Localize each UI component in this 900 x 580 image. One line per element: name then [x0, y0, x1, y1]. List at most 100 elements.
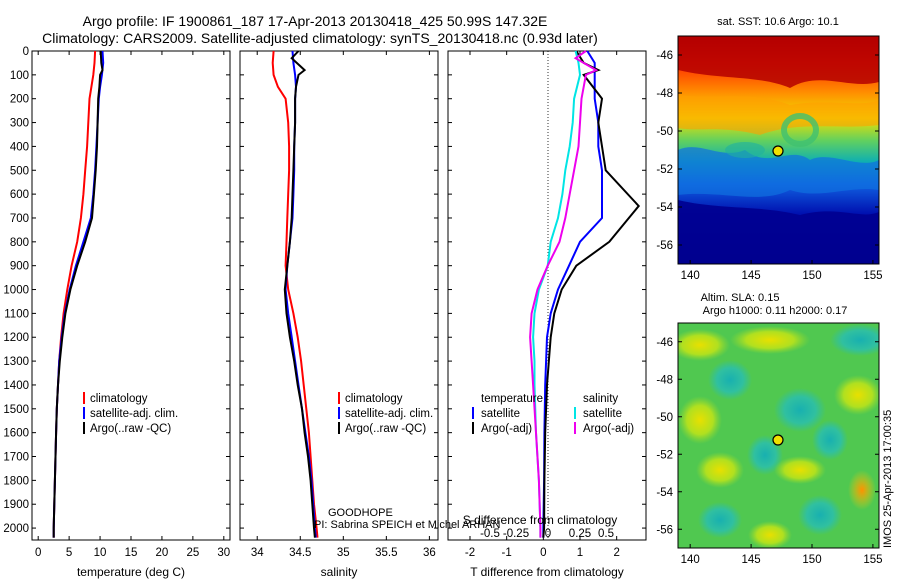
- x-tick-label: 5: [66, 547, 72, 559]
- x-tick-label: -2: [465, 547, 475, 559]
- x-tick-label: 10: [94, 547, 107, 559]
- legend-label-t-satellite: satellite: [481, 408, 520, 420]
- x-tick-label: 25: [186, 547, 199, 559]
- sst-map: [677, 35, 880, 265]
- s-tick-label: 0.25: [569, 528, 591, 540]
- lat-tick-label: -50: [656, 412, 673, 424]
- legend-salinity-header: salinity: [583, 393, 618, 405]
- x-tick-label: 15: [125, 547, 138, 559]
- series-line-climatology: [52, 50, 97, 538]
- x-tick-label: 0: [35, 547, 41, 559]
- salinity-panel-frame: [239, 50, 439, 541]
- imos-timestamp: IMOS 25-Apr-2013 17:00:35: [882, 410, 894, 548]
- series-line-temperature-argo-adj-: [542, 50, 641, 538]
- x-tick-label: 36: [423, 547, 436, 559]
- x-tick-label: 34: [251, 547, 264, 559]
- depth-tick-label: 300: [10, 118, 29, 130]
- x-tick-label: 30: [217, 547, 230, 559]
- depth-tick-label: 2000: [3, 523, 29, 535]
- temperature-series: [52, 50, 105, 538]
- lon-tick-label: 140: [681, 270, 700, 282]
- title-line-2: Climatology: CARS2009. Satellite-adjuste…: [42, 30, 598, 46]
- lon-tick-label: 150: [802, 270, 821, 282]
- depth-tick-label: 600: [10, 189, 29, 201]
- depth-axis: 0 100 200 300 400 500 600 700 800 900 1000 1100 1200…: [3, 46, 646, 535]
- x-tick-label: 34.5: [289, 547, 311, 559]
- series-line-salinity-argo-adj-: [529, 50, 599, 538]
- x-tick-label: -1: [502, 547, 512, 559]
- sla-lon-axis: 140 145 150 155: [681, 544, 883, 566]
- s-tick-label: 0: [545, 528, 551, 540]
- legend-label-climatology: climatology: [345, 393, 403, 405]
- depth-tick-label: 1700: [3, 452, 29, 464]
- depth-tick-label: 1600: [3, 428, 29, 440]
- legend-temperature-header: temperature: [481, 393, 543, 405]
- depth-tick-label: 1100: [4, 308, 29, 320]
- s-difference-ticks: -0.5 -0.25 0 0.25 0.5: [480, 528, 614, 540]
- difference-panel-frame: [447, 50, 647, 541]
- depth-tick-label: 700: [10, 213, 29, 225]
- x-tick-label: 0: [540, 547, 546, 559]
- salinity-x-axis: 34 34.5 35 35.5 36: [251, 51, 436, 559]
- legend-label-argo: Argo(..raw -QC): [90, 423, 171, 435]
- depth-tick-label: 100: [10, 70, 29, 82]
- sla-lat-axis: -46 -48 -50 -52 -54 -56: [656, 337, 879, 536]
- x-tick-label: 35.5: [375, 547, 397, 559]
- difference-x-axis: -2 -1 0 1 2: [465, 51, 620, 559]
- legend-label-s-argo: Argo(-adj): [583, 423, 634, 435]
- sst-argo-location-marker: [772, 145, 784, 157]
- lat-tick-label: -46: [656, 337, 673, 349]
- x-tick-label: 20: [156, 547, 169, 559]
- depth-tick-label: 400: [10, 141, 29, 153]
- lon-tick-label: 145: [741, 270, 760, 282]
- salinity-series: [271, 50, 319, 538]
- legend-label-satellite: satellite-adj. clim.: [90, 408, 178, 420]
- lat-tick-label: -54: [656, 487, 673, 499]
- sst-lon-axis: 140 145 150 155: [681, 260, 883, 282]
- lat-tick-label: -56: [656, 240, 673, 252]
- lon-tick-label: 155: [863, 270, 882, 282]
- difference-legend: temperature satellite Argo(-adj) salinit…: [472, 393, 634, 435]
- depth-tick-label: 900: [10, 261, 29, 273]
- lat-tick-label: -52: [656, 449, 673, 461]
- depth-tick-label: 1000: [3, 285, 29, 297]
- legend-label-argo: Argo(..raw -QC): [345, 423, 426, 435]
- s-tick-label: -0.5: [480, 528, 500, 540]
- legend-label-satellite: satellite-adj. clim.: [345, 408, 433, 420]
- lat-tick-label: -56: [656, 524, 673, 536]
- depth-tick-label: 1200: [3, 332, 29, 344]
- depth-tick-label: 1800: [3, 475, 29, 487]
- difference-series: [529, 50, 641, 538]
- salinity-legend: climatology satellite-adj. clim. Argo(..…: [314, 392, 501, 531]
- lat-tick-label: -48: [656, 88, 673, 100]
- temperature-legend: climatology satellite-adj. clim. Argo(..…: [83, 392, 178, 435]
- sla-map: [677, 322, 880, 549]
- depth-tick-label: 1300: [3, 356, 29, 368]
- lat-tick-label: -54: [656, 202, 673, 214]
- difference-x-label: T difference from climatology: [470, 565, 624, 579]
- lon-tick-label: 140: [681, 554, 700, 566]
- s-tick-label: 0.5: [598, 528, 614, 540]
- series-line-satellite-adj-clim-: [52, 50, 105, 538]
- depth-tick-label: 800: [10, 237, 29, 249]
- legend-label-t-argo: Argo(-adj): [481, 423, 532, 435]
- x-tick-label: 2: [613, 547, 619, 559]
- depth-tick-label: 1500: [3, 404, 29, 416]
- depth-tick-label: 1900: [3, 499, 29, 511]
- temperature-x-axis: 0 5 10 15 20 25 30: [35, 51, 230, 559]
- x-tick-label: 35: [337, 547, 350, 559]
- depth-tick-label: 200: [10, 94, 29, 106]
- temperature-panel-frame: [31, 50, 231, 541]
- lon-tick-label: 145: [741, 554, 760, 566]
- lon-tick-label: 150: [802, 554, 821, 566]
- depth-tick-label: 1400: [3, 380, 29, 392]
- legend-label-s-satellite: satellite: [583, 408, 622, 420]
- sst-map-title: sat. SST: 10.6 Argo: 10.1: [717, 16, 839, 28]
- sst-lat-axis: -46 -48 -50 -52 -54 -56: [656, 50, 879, 252]
- sla-argo-location-marker: [772, 434, 784, 446]
- sla-map-title-2: Argo h1000: 0.11 h2000: 0.17: [703, 305, 848, 317]
- depth-tick-label: 0: [23, 46, 29, 58]
- title-line-1: Argo profile: IF 1900861_187 17-Apr-2013…: [83, 13, 548, 29]
- lon-tick-label: 155: [863, 554, 882, 566]
